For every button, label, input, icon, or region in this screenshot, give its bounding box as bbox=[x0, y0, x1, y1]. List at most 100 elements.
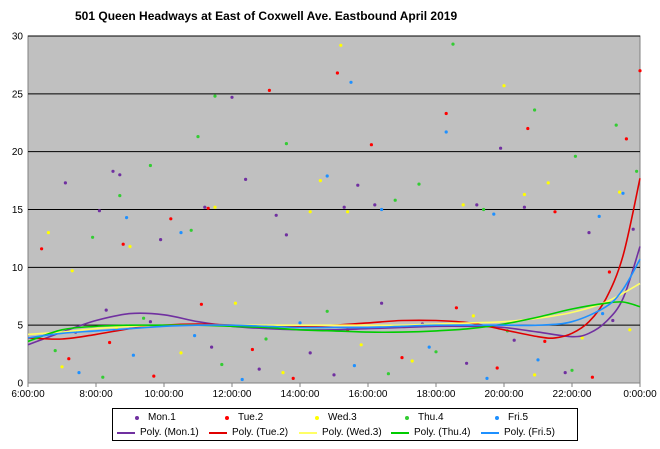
point-mon1 bbox=[210, 345, 214, 349]
point-tue2 bbox=[543, 339, 547, 343]
point-fri5 bbox=[444, 130, 448, 134]
point-tue2 bbox=[624, 137, 629, 141]
legend-label-poly-wed3: Poly. (Wed.3) bbox=[322, 427, 382, 438]
point-tue2 bbox=[526, 126, 530, 131]
point-fri5 bbox=[125, 216, 129, 220]
legend-item-poly-mon1: Poly. (Mon.1) bbox=[117, 426, 199, 439]
point-thu4 bbox=[196, 135, 200, 139]
point-tue2 bbox=[267, 88, 271, 92]
point-thu4 bbox=[118, 194, 122, 198]
point-wed3 bbox=[60, 365, 64, 369]
trendline-poly-mon-1 bbox=[27, 246, 641, 346]
point-tue2 bbox=[400, 356, 404, 360]
point-tue2 bbox=[553, 210, 557, 214]
point-mon1 bbox=[244, 177, 248, 181]
point-thu4 bbox=[635, 169, 639, 173]
y-tick-label: 20 bbox=[12, 147, 24, 158]
point-mon1 bbox=[257, 367, 261, 371]
point-thu4 bbox=[614, 123, 618, 127]
x-tick-label: 12:00:00 bbox=[213, 389, 252, 400]
point-mon1 bbox=[373, 203, 377, 207]
y-tick-label: 5 bbox=[17, 321, 23, 332]
point-tue2 bbox=[40, 247, 44, 251]
point-mon1 bbox=[342, 205, 346, 209]
legend: Mon.1 Tue.2 Wed.3 Thu.4 Fri.5 Poly. (Mon… bbox=[112, 408, 578, 441]
point-fri5 bbox=[621, 191, 625, 195]
point-wed3 bbox=[233, 301, 237, 305]
point-tue2 bbox=[206, 206, 210, 210]
point-mon1 bbox=[332, 373, 336, 377]
point-mon1 bbox=[522, 205, 527, 209]
point-wed3 bbox=[461, 203, 465, 207]
point-fri5 bbox=[77, 371, 81, 375]
legend-line-poly-mon1 bbox=[117, 431, 135, 434]
point-wed3 bbox=[522, 192, 527, 197]
point-fri5 bbox=[427, 345, 431, 349]
legend-item-thu4: Thu.4 bbox=[399, 411, 444, 424]
point-fri5 bbox=[380, 207, 384, 212]
point-tue2 bbox=[607, 270, 612, 274]
point-thu4 bbox=[91, 235, 95, 239]
y-tick-label: 10 bbox=[12, 263, 24, 274]
point-tue2 bbox=[152, 374, 156, 378]
point-mon1 bbox=[111, 169, 115, 173]
point-thu4 bbox=[434, 350, 438, 354]
point-wed3 bbox=[546, 181, 550, 185]
x-tick-label: 10:00:00 bbox=[145, 389, 184, 400]
point-wed3 bbox=[580, 336, 584, 340]
point-mon1 bbox=[465, 361, 469, 365]
legend-label-poly-thu4: Poly. (Thu.4) bbox=[414, 427, 471, 438]
point-thu4 bbox=[393, 198, 397, 202]
point-tue2 bbox=[169, 217, 173, 221]
point-fri5 bbox=[240, 377, 244, 382]
legend-item-poly-thu4: Poly. (Thu.4) bbox=[391, 426, 471, 439]
point-wed3 bbox=[359, 343, 363, 347]
trendline-poly-tue-2 bbox=[27, 178, 641, 340]
point-tue2 bbox=[495, 366, 499, 370]
point-wed3 bbox=[70, 269, 74, 273]
point-thu4 bbox=[386, 372, 390, 376]
trendline-poly-wed-3 bbox=[27, 282, 641, 336]
point-mon1 bbox=[356, 183, 360, 187]
point-thu4 bbox=[101, 375, 105, 379]
legend-marker-wed3 bbox=[315, 415, 319, 420]
point-wed3 bbox=[308, 210, 312, 214]
point-tue2 bbox=[590, 375, 595, 379]
point-mon1 bbox=[308, 351, 312, 355]
point-thu4 bbox=[189, 228, 193, 232]
legend-item-wed3: Wed.3 bbox=[309, 411, 357, 424]
point-fri5 bbox=[179, 231, 183, 235]
point-wed3 bbox=[179, 351, 183, 355]
point-mon1 bbox=[611, 318, 615, 323]
point-wed3 bbox=[628, 328, 632, 332]
point-tue2 bbox=[108, 340, 112, 345]
legend-label-poly-tue2: Poly. (Tue.2) bbox=[232, 427, 289, 438]
point-fri5 bbox=[131, 353, 135, 357]
legend-line-poly-wed3 bbox=[299, 431, 317, 434]
x-tick-label: 20:00:00 bbox=[485, 389, 524, 400]
point-mon1 bbox=[148, 320, 152, 324]
point-mon1 bbox=[274, 213, 278, 217]
point-wed3 bbox=[618, 190, 622, 194]
point-thu4 bbox=[325, 309, 329, 313]
y-tick-label: 30 bbox=[12, 32, 24, 43]
point-wed3 bbox=[128, 244, 132, 249]
point-wed3 bbox=[410, 359, 414, 363]
point-mon1 bbox=[499, 146, 503, 150]
point-thu4 bbox=[284, 142, 288, 146]
legend-line-poly-fri5 bbox=[481, 431, 499, 434]
point-mon1 bbox=[631, 227, 635, 231]
point-tue2 bbox=[199, 302, 203, 306]
point-wed3 bbox=[339, 43, 343, 47]
legend-item-poly-wed3: Poly. (Wed.3) bbox=[299, 426, 382, 439]
x-tick-label: 16:00:00 bbox=[349, 389, 388, 400]
y-tick-label: 0 bbox=[17, 379, 23, 390]
point-tue2 bbox=[121, 242, 125, 246]
x-tick-label: 6:00:00 bbox=[11, 389, 45, 400]
y-tick-label: 25 bbox=[12, 89, 24, 100]
point-wed3 bbox=[533, 373, 537, 377]
point-wed3 bbox=[502, 84, 506, 88]
point-mon1 bbox=[475, 203, 479, 207]
point-fri5 bbox=[193, 334, 197, 338]
